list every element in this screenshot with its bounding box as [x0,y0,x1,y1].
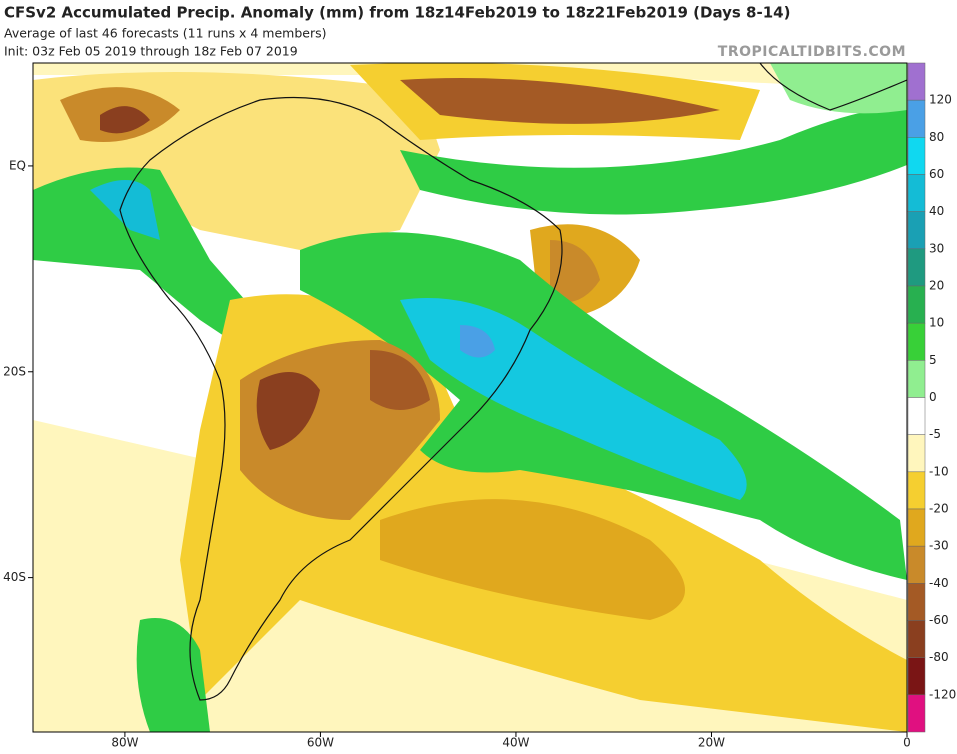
field-brown [400,78,720,124]
x-tick-label: 80W [111,736,138,750]
colorbar-label: -120 [929,687,956,701]
field-light-yellow [33,63,907,90]
colorbar-label: -60 [929,613,949,627]
colorbar: 120 80 60 40 30 20 10 5 0 -5 -10 -20 -30 -40 -60 -80 -12… [907,62,956,733]
field-green [33,167,280,360]
colorbar-swatch [907,137,926,175]
field-brown [370,350,430,410]
field-orange [380,499,685,620]
field-brown [550,240,600,303]
colorbar-swatch [907,508,926,547]
colorbar-swatch [907,248,926,287]
x-tick-label: 40W [502,736,529,750]
subtitle: Average of last 46 forecasts (11 runs x … [4,26,326,41]
colorbar-label: 5 [929,353,937,367]
x-tick-label: 60W [307,736,334,750]
colorbar-swatch [907,545,926,584]
colorbar-swatch [907,211,926,250]
colorbar-label: 60 [929,167,944,181]
colorbar-label: 0 [929,390,937,404]
colorbar-swatch [907,174,926,212]
field-green [136,618,210,732]
colorbar-swatch [907,434,926,473]
colorbar-swatch [907,99,926,138]
coastline [759,63,907,111]
colorbar-label: -40 [929,576,949,590]
colorbar-label: -10 [929,464,949,478]
watermark: TROPICALTIDBITS.COM [718,44,906,60]
colorbar-swatch [907,397,926,435]
colorbar-swatch [907,583,926,621]
colorbar-swatch [907,62,926,101]
init-line: Init: 03z Feb 05 2019 through 18z Feb 07… [4,44,298,59]
y-tick-label: 40S [3,570,26,584]
colorbar-label: 20 [929,279,944,293]
colorbar-swatch [907,694,926,733]
colorbar-label: -20 [929,502,949,516]
colorbar-swatch [907,471,926,510]
colorbar-label: 40 [929,204,944,218]
colorbar-swatch [907,285,926,324]
x-tick-label: 20W [698,736,725,750]
colorbar-label: -5 [929,427,941,441]
y-tick-label: 20S [3,364,26,378]
colorbar-swatch [907,322,926,361]
colorbar-swatch [907,620,926,658]
field-green [400,105,907,215]
y-tick-label: EQ [9,158,26,172]
colorbar-swatch [907,657,926,696]
colorbar-label: 120 [929,93,952,107]
title: CFSv2 Accumulated Precip. Anomaly (mm) f… [4,4,790,22]
field-brown [256,372,320,450]
colorbar-label: -80 [929,650,949,664]
axes: 80W 60W 40W 20W 0 EQ 20S 40S [3,158,911,749]
colorbar-label: 10 [929,316,944,330]
map-field [33,63,907,732]
colorbar-swatch [907,360,926,398]
field-brown [100,106,150,134]
field-cyan [90,180,160,240]
colorbar-label: -30 [929,539,949,553]
map-frame [32,62,908,733]
field-light-green [770,63,907,114]
colorbar-label: 80 [929,130,944,144]
coastline [119,96,563,701]
x-tick-label: 0 [903,736,911,750]
colorbar-label: 30 [929,241,944,255]
field-blue [460,325,495,358]
